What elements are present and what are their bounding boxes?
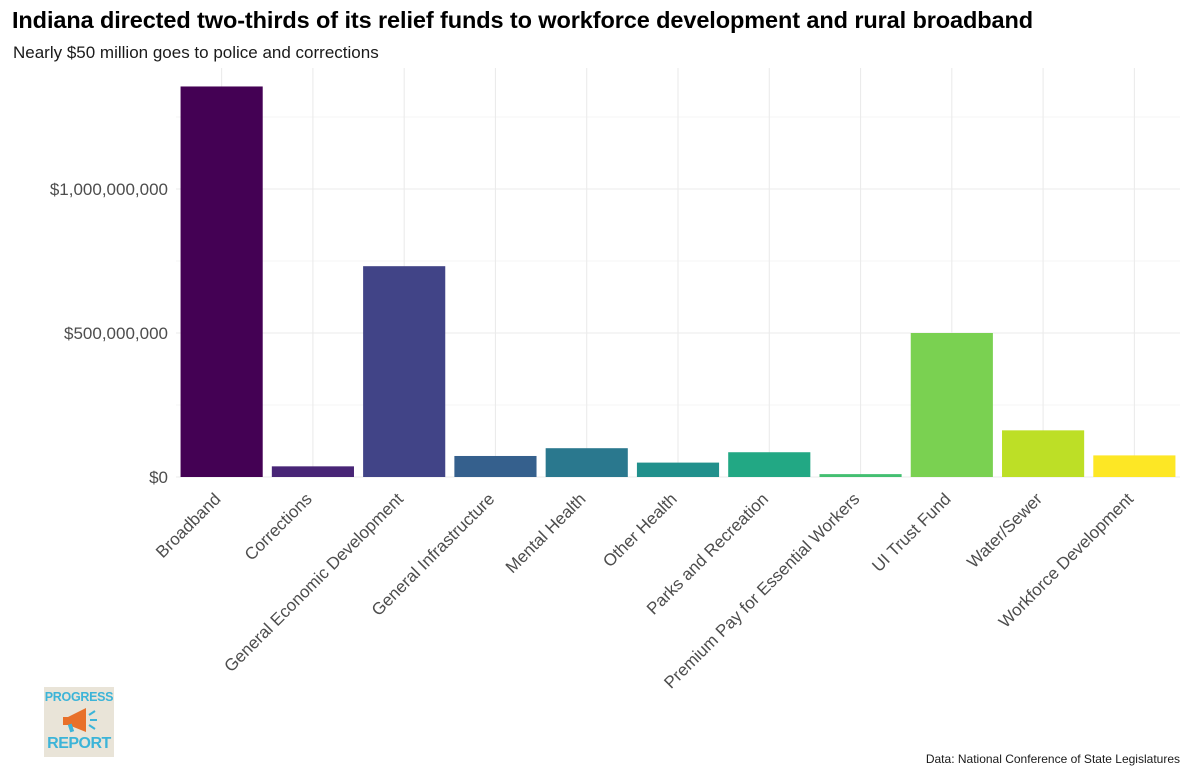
logo-line2: REPORT <box>47 735 111 752</box>
x-tick-label: Water/Sewer <box>963 489 1046 572</box>
bar-corrections <box>271 466 354 477</box>
progress-report-logo: PROGRESS REPORT <box>44 687 114 757</box>
y-tick-label: $0 <box>149 468 168 487</box>
bar-workforce-development <box>1093 455 1176 477</box>
x-tick-label: Broadband <box>152 489 224 561</box>
y-tick-label: $1,000,000,000 <box>50 180 168 199</box>
megaphone-icon <box>63 708 97 733</box>
x-tick-label: Mental Health <box>502 489 590 577</box>
chart-subtitle: Nearly $50 million goes to police and co… <box>13 43 379 62</box>
bar-premium-pay-for-essential-workers <box>819 474 902 477</box>
bar-general-economic-development <box>363 266 446 477</box>
data-source-caption: Data: National Conference of State Legis… <box>925 752 1180 766</box>
x-tick-label: UI Trust Fund <box>868 489 954 575</box>
bar-mental-health <box>545 448 628 477</box>
bar-parks-and-recreation <box>728 452 811 477</box>
y-tick-label: $500,000,000 <box>64 324 168 343</box>
bar-broadband <box>180 86 263 478</box>
x-tick-label: Other Health <box>599 489 681 571</box>
bar-water-sewer <box>1002 430 1085 477</box>
x-tick-label: Premium Pay for Essential Workers <box>660 489 863 692</box>
x-tick-label: General Economic Development <box>221 489 408 676</box>
bar-general-infrastructure <box>454 455 537 477</box>
x-tick-label: Corrections <box>241 489 316 564</box>
bar-ui-trust-fund <box>910 333 993 477</box>
grid-lines <box>176 68 1180 478</box>
y-axis-tick-labels: $0 $500,000,000 $1,000,000,000 <box>50 180 168 487</box>
logo-line1: PROGRESS <box>44 690 114 704</box>
bars <box>180 86 1176 478</box>
bar-other-health <box>636 462 720 477</box>
chart-title: Indiana directed two-thirds of its relie… <box>12 7 1034 33</box>
